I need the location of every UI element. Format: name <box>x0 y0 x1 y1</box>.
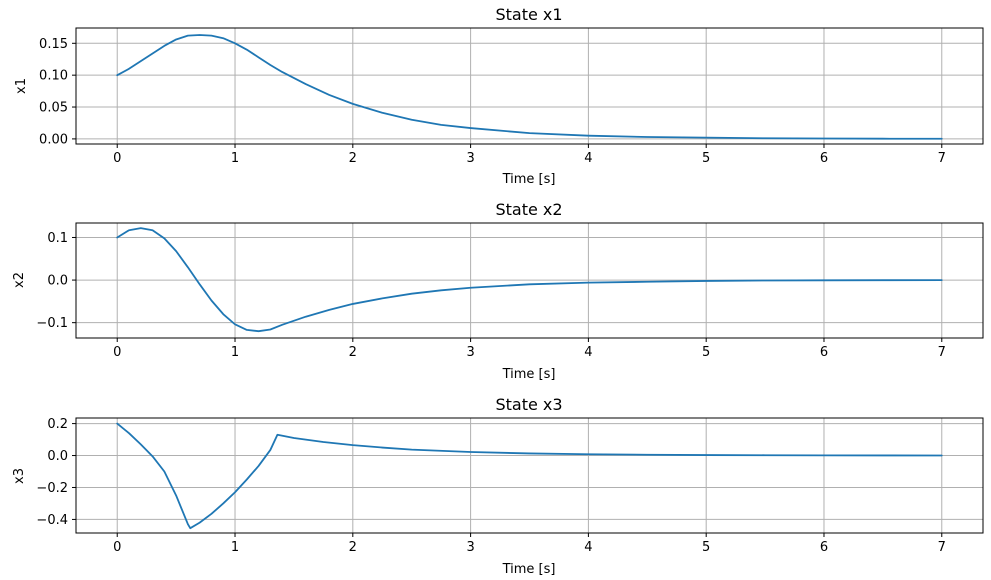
subplot-x3: State x3 0 1 2 3 4 5 6 7 −0.4 −0.2 0.0 0.2 Time [s]… <box>12 395 984 577</box>
x-tick-label: 7 <box>938 540 946 555</box>
x-tick-label: 2 <box>349 151 357 166</box>
grid-x1 <box>76 28 983 144</box>
subplot-title-x3: State x3 <box>495 395 562 414</box>
x-tick-label: 1 <box>231 540 239 555</box>
x-axis-label-x2: Time [s] <box>502 367 556 382</box>
x-tick-label: 3 <box>466 345 474 360</box>
x-tick-label: 5 <box>702 345 710 360</box>
x-tick-label: 4 <box>584 345 592 360</box>
y-tick-label: 0.00 <box>39 132 68 147</box>
x-tick-label: 2 <box>349 540 357 555</box>
y-axis-label-x1: x1 <box>14 78 29 94</box>
x-tick-label: 5 <box>702 151 710 166</box>
subplot-x1: State x1 0 1 2 3 4 5 6 7 0.00 0.05 0.10 0.15 Time [… <box>14 5 984 187</box>
y-tick-label: −0.2 <box>36 481 68 496</box>
x-axis-label-x1: Time [s] <box>502 172 556 187</box>
series-line-x2 <box>116 227 943 333</box>
x-tick-label: 6 <box>820 151 828 166</box>
y-tick-label: −0.1 <box>36 316 68 331</box>
x-tick-label: 6 <box>820 540 828 555</box>
x-tick-label: 0 <box>113 151 121 166</box>
x-tick-label: 3 <box>466 151 474 166</box>
grid-x3 <box>76 418 983 533</box>
axes-frame-x3 <box>75 417 984 534</box>
y-tick-label: 0.0 <box>47 274 68 289</box>
x-tick-label: 4 <box>584 151 592 166</box>
series-line-x1 <box>116 34 943 140</box>
y-tick-label: 0.15 <box>39 37 68 52</box>
y-axis-label-x3: x3 <box>12 468 27 484</box>
ticks-x2: 0 1 2 3 4 5 6 7 −0.1 0.0 0.1 <box>36 231 945 360</box>
x-tick-label: 0 <box>113 345 121 360</box>
x-tick-label: 1 <box>231 151 239 166</box>
x-tick-label: 3 <box>466 540 474 555</box>
x-tick-label: 2 <box>349 345 357 360</box>
y-tick-label: 0.05 <box>39 101 68 116</box>
x-tick-label: 5 <box>702 540 710 555</box>
subplot-title-x2: State x2 <box>495 200 562 219</box>
y-tick-label: 0.0 <box>47 449 68 464</box>
y-tick-label: −0.4 <box>36 513 68 528</box>
subplot-x2: State x2 0 1 2 3 4 5 6 7 −0.1 0.0 0.1 Time [s] x2 <box>12 200 984 382</box>
subplot-title-x1: State x1 <box>495 5 562 24</box>
x-tick-label: 7 <box>938 151 946 166</box>
x-tick-label: 0 <box>113 540 121 555</box>
line-layer-x3 <box>116 422 943 530</box>
series-line-x3 <box>116 422 943 530</box>
axes-frame-x1 <box>75 27 984 145</box>
x-axis-label-x3: Time [s] <box>502 562 556 577</box>
y-axis-label-x2: x2 <box>12 272 27 288</box>
x-tick-label: 7 <box>938 345 946 360</box>
y-tick-label: 0.1 <box>47 231 68 246</box>
x-tick-label: 1 <box>231 345 239 360</box>
line-layer-x1 <box>116 34 943 140</box>
ticks-x3: 0 1 2 3 4 5 6 7 −0.4 −0.2 0.0 0.2 <box>36 417 945 555</box>
y-tick-label: 0.10 <box>39 69 68 84</box>
ticks-x1: 0 1 2 3 4 5 6 7 0.00 0.05 0.10 0.15 <box>39 37 946 166</box>
y-tick-label: 0.2 <box>47 417 68 432</box>
x-tick-label: 6 <box>820 345 828 360</box>
line-layer-x2 <box>116 227 943 333</box>
x-tick-label: 4 <box>584 540 592 555</box>
